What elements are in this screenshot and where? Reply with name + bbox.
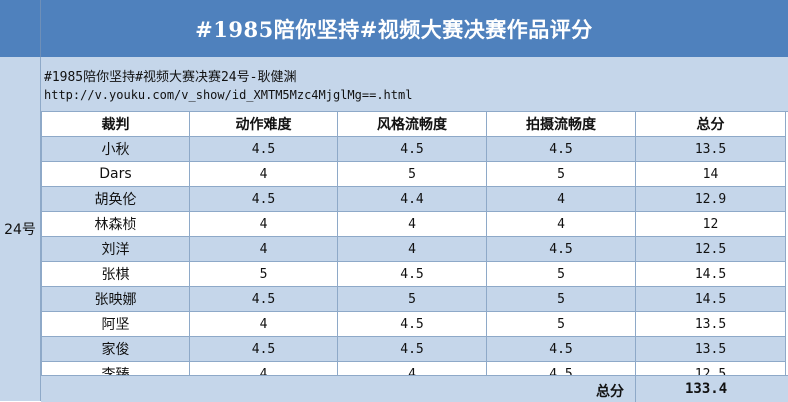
entry-url: http://v.youku.com/v_show/id_XMTM5Mzc4Mj… <box>44 88 413 102</box>
style-score[interactable]: 5 <box>337 161 487 187</box>
row-total[interactable]: 12 <box>635 211 786 237</box>
difficulty-score[interactable]: 4 <box>189 236 338 262</box>
judge-name[interactable]: Dars <box>41 161 190 187</box>
difficulty-score[interactable]: 5 <box>189 261 338 287</box>
difficulty-score[interactable]: 4 <box>189 311 338 337</box>
judge-name[interactable]: 刘洋 <box>41 236 190 262</box>
row-total[interactable]: 13.5 <box>635 336 786 362</box>
style-score[interactable]: 4 <box>337 211 487 237</box>
filming-score[interactable]: 5 <box>486 261 636 287</box>
row-total[interactable]: 12.9 <box>635 186 786 212</box>
header-total[interactable]: 总分 <box>635 111 786 137</box>
table-row: 刘洋 4 4 4.5 12.5 <box>41 236 786 262</box>
judge-name[interactable]: 张棋 <box>41 261 190 287</box>
row-total[interactable]: 14 <box>635 161 786 187</box>
table-row: 张映娜 4.5 5 5 14.5 <box>41 286 786 312</box>
style-score[interactable]: 4.5 <box>337 336 487 362</box>
row-total[interactable]: 12.5 <box>635 236 786 262</box>
sheet-title: #1985陪你坚持#视频大赛决赛作品评分 <box>195 16 593 42</box>
difficulty-score[interactable]: 4 <box>189 211 338 237</box>
score-table: 裁判 动作难度 风格流畅度 拍摄流畅度 总分 小秋 4.5 4.5 4.5 13.5 Da… <box>41 111 786 387</box>
difficulty-score[interactable]: 4.5 <box>189 136 338 162</box>
difficulty-score[interactable]: 4 <box>189 161 338 187</box>
difficulty-score[interactable]: 4.5 <box>189 186 338 212</box>
table-row: 小秋 4.5 4.5 4.5 13.5 <box>41 136 786 162</box>
filming-score[interactable]: 4.5 <box>486 136 636 162</box>
header-row: 裁判 动作难度 风格流畅度 拍摄流畅度 总分 <box>41 111 786 137</box>
header-filming[interactable]: 拍摄流畅度 <box>486 111 636 137</box>
filming-score[interactable]: 4 <box>486 186 636 212</box>
table-row: 家俊 4.5 4.5 4.5 13.5 <box>41 336 786 362</box>
filming-score[interactable]: 4.5 <box>486 336 636 362</box>
judge-name[interactable]: 林森桢 <box>41 211 190 237</box>
row-total[interactable]: 13.5 <box>635 311 786 337</box>
style-score[interactable]: 4.5 <box>337 136 487 162</box>
table-row: 林森桢 4 4 4 12 <box>41 211 786 237</box>
grid-line <box>635 376 636 402</box>
style-score[interactable]: 4.4 <box>337 186 487 212</box>
judge-name[interactable]: 阿坚 <box>41 311 190 337</box>
judge-name[interactable]: 家俊 <box>41 336 190 362</box>
header-judge[interactable]: 裁判 <box>41 111 190 137</box>
style-score[interactable]: 4.5 <box>337 311 487 337</box>
table-row: 胡奂伦 4.5 4.4 4 12.9 <box>41 186 786 212</box>
style-score[interactable]: 4.5 <box>337 261 487 287</box>
judge-name[interactable]: 张映娜 <box>41 286 190 312</box>
row-total[interactable]: 13.5 <box>635 136 786 162</box>
entry-label: 24号 <box>4 222 36 238</box>
table-row: 阿坚 4 4.5 5 13.5 <box>41 311 786 337</box>
table-row: 张棋 5 4.5 5 14.5 <box>41 261 786 287</box>
row-total[interactable]: 14.5 <box>635 261 786 287</box>
entry-title: #1985陪你坚持#视频大赛决赛24号-耿健渊 <box>44 70 297 85</box>
entry-label-cell[interactable]: 24号 <box>0 57 41 401</box>
difficulty-score[interactable]: 4.5 <box>189 336 338 362</box>
total-label: 总分 <box>596 384 624 400</box>
filming-score[interactable]: 5 <box>486 311 636 337</box>
title-banner: #1985陪你坚持#视频大赛决赛作品评分 <box>0 0 788 58</box>
judge-name[interactable]: 小秋 <box>41 136 190 162</box>
table-row: Dars 4 5 5 14 <box>41 161 786 187</box>
header-difficulty[interactable]: 动作难度 <box>189 111 338 137</box>
filming-score[interactable]: 4 <box>486 211 636 237</box>
filming-score[interactable]: 4.5 <box>486 236 636 262</box>
judge-name[interactable]: 胡奂伦 <box>41 186 190 212</box>
entry-info-cell[interactable]: #1985陪你坚持#视频大赛决赛24号-耿健渊 http://v.youku.c… <box>41 57 788 112</box>
filming-score[interactable]: 5 <box>486 161 636 187</box>
grid-line <box>40 0 41 57</box>
style-score[interactable]: 4 <box>337 236 487 262</box>
filming-score[interactable]: 5 <box>486 286 636 312</box>
total-row: 总分 133.4 <box>41 375 788 402</box>
difficulty-score[interactable]: 4.5 <box>189 286 338 312</box>
header-style[interactable]: 风格流畅度 <box>337 111 487 137</box>
row-total[interactable]: 14.5 <box>635 286 786 312</box>
total-value[interactable]: 133.4 <box>685 381 728 397</box>
style-score[interactable]: 5 <box>337 286 487 312</box>
